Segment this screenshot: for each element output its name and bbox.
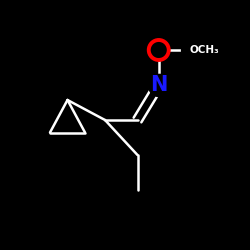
- Circle shape: [151, 42, 167, 58]
- Text: N: N: [150, 75, 168, 95]
- Text: OCH₃: OCH₃: [190, 45, 220, 55]
